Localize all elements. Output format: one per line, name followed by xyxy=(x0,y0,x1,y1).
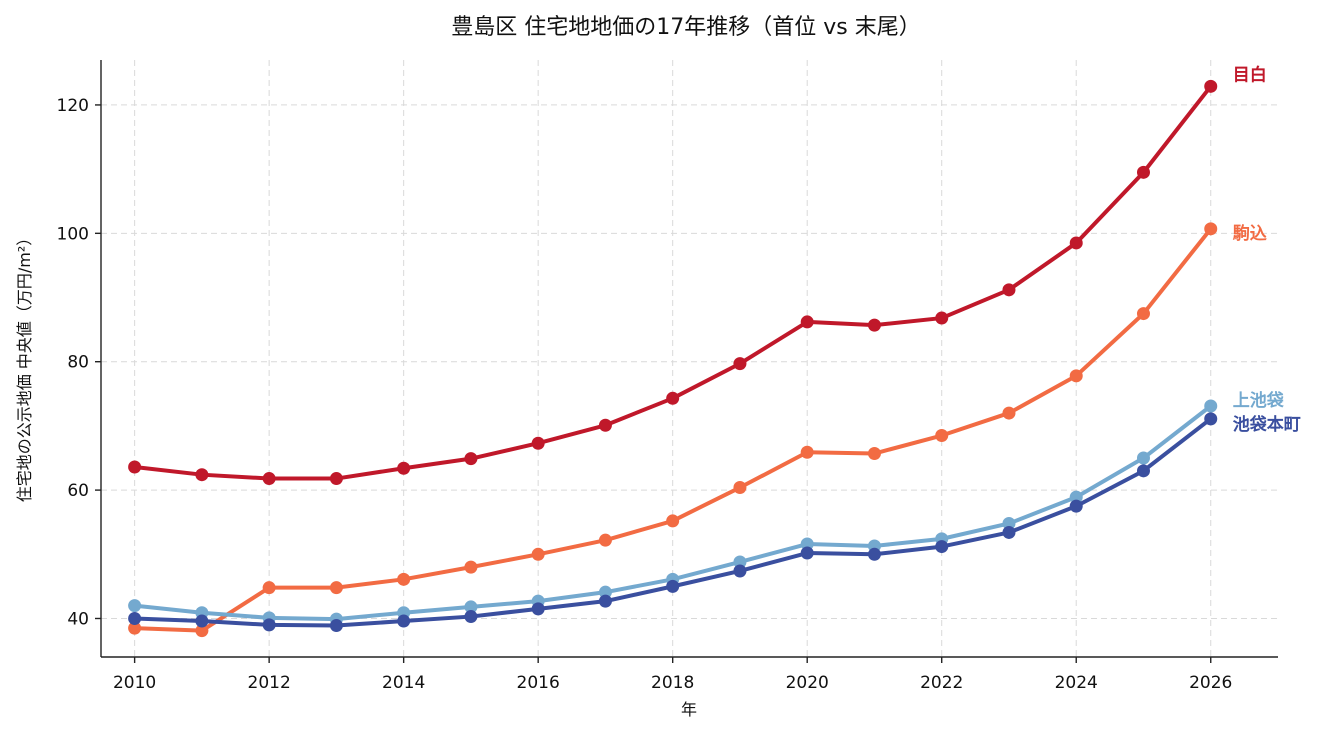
series-3-label: 池袋本町 xyxy=(1233,414,1301,435)
ticks: 2010 2012 2014 2016 2018 2020 2022 2024 2026 40 60… xyxy=(57,96,1233,693)
y-tick-label: 120 xyxy=(57,96,89,116)
series-1-point xyxy=(666,514,680,528)
series-1-label: 駒込 xyxy=(1233,223,1267,244)
series-3-point xyxy=(1069,499,1083,513)
series-0-point xyxy=(397,461,411,475)
series-1-point xyxy=(1136,307,1150,321)
series-0-point xyxy=(733,357,747,371)
series-1-point xyxy=(397,572,411,586)
series-0-point xyxy=(128,460,142,474)
x-tick-label: 2014 xyxy=(382,673,425,693)
series-3-point xyxy=(531,602,545,616)
series-3-point xyxy=(128,611,142,625)
series-0-label: 目白 xyxy=(1233,64,1267,85)
series-0-point xyxy=(1069,236,1083,250)
chart-title: 豊島区 住宅地地価の17年推移（首位 vs 末尾） xyxy=(451,15,920,40)
series-0-point xyxy=(598,418,612,432)
series-1-point xyxy=(867,447,881,461)
series-3-point xyxy=(598,594,612,608)
series-2-point xyxy=(598,585,612,599)
series-2-point xyxy=(1136,451,1150,465)
y-tick-label: 100 xyxy=(57,224,89,244)
series-3-point xyxy=(1204,412,1218,426)
x-tick-label: 2024 xyxy=(1055,673,1098,693)
series-0-point xyxy=(531,436,545,450)
series-3-point xyxy=(1136,464,1150,478)
series-3-point xyxy=(329,619,343,633)
series-0-point xyxy=(1136,165,1150,179)
x-tick-label: 2026 xyxy=(1189,673,1232,693)
series-1-point xyxy=(1069,369,1083,383)
series-3-point xyxy=(1002,525,1016,539)
series-0-point xyxy=(935,311,949,325)
series-3-point xyxy=(666,579,680,593)
series-3-point xyxy=(464,610,478,624)
x-tick-label: 2012 xyxy=(248,673,291,693)
y-tick-label: 60 xyxy=(67,481,89,501)
y-tick-label: 40 xyxy=(67,609,89,629)
series-0-point xyxy=(1002,283,1016,297)
series-2-point xyxy=(128,599,142,613)
series-2-point xyxy=(1204,399,1218,413)
series-0-point xyxy=(464,452,478,466)
series-0-point xyxy=(1204,79,1218,93)
y-tick-label: 80 xyxy=(67,353,89,373)
series-2-label: 上池袋 xyxy=(1233,390,1285,411)
series-1-point xyxy=(531,547,545,561)
series-1 xyxy=(128,222,1218,638)
x-tick-label: 2010 xyxy=(113,673,156,693)
series-3-point xyxy=(935,540,949,554)
series-2-point xyxy=(1002,516,1016,530)
series-3-point xyxy=(867,547,881,561)
series-0 xyxy=(128,79,1218,486)
series-2-point xyxy=(464,600,478,614)
series-0-point xyxy=(195,468,209,482)
series-2-point xyxy=(1069,490,1083,504)
series xyxy=(128,79,1218,638)
series-3-point xyxy=(397,614,411,628)
series-1-point xyxy=(598,533,612,547)
series-0-point xyxy=(262,472,276,486)
series-1-point xyxy=(733,481,747,495)
x-tick-label: 2020 xyxy=(786,673,829,693)
series-3-point xyxy=(800,546,814,560)
series-1-point xyxy=(800,445,814,459)
series-1-point xyxy=(262,581,276,595)
series-2-point xyxy=(733,555,747,569)
series-0-point xyxy=(867,318,881,332)
series-1-point xyxy=(329,581,343,595)
series-3-point xyxy=(733,564,747,578)
y-axis-label: 住宅地の公示地価 中央値（万円/m²） xyxy=(15,230,34,502)
series-0-point xyxy=(666,391,680,405)
series-0-point xyxy=(329,472,343,486)
series-2-point xyxy=(800,537,814,551)
series-3 xyxy=(128,412,1218,633)
series-1-point xyxy=(935,429,949,443)
grid xyxy=(101,60,1278,657)
series-3-point xyxy=(262,618,276,632)
x-tick-label: 2016 xyxy=(517,673,560,693)
x-tick-label: 2022 xyxy=(920,673,963,693)
series-1-point xyxy=(128,621,142,635)
series-0-point xyxy=(800,315,814,329)
series-1-point xyxy=(464,560,478,574)
x-axis-label: 年 xyxy=(681,700,697,719)
series-1-point xyxy=(1204,222,1218,236)
series-3-point xyxy=(195,614,209,628)
axes xyxy=(100,60,1278,658)
series-1-point xyxy=(195,624,209,638)
series-1-point xyxy=(1002,406,1016,420)
x-tick-label: 2018 xyxy=(651,673,694,693)
